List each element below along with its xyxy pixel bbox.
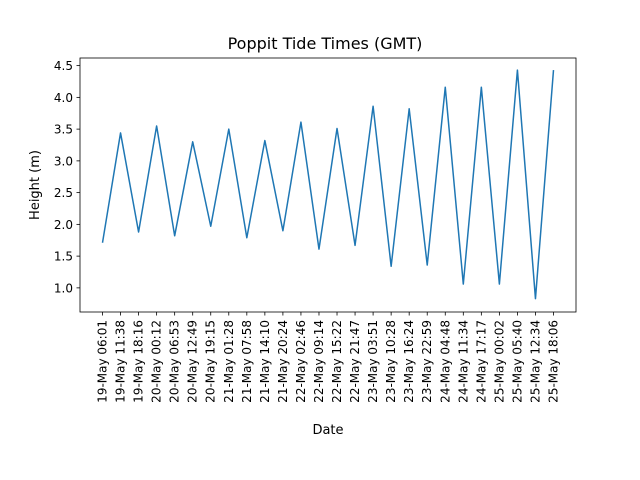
x-tick-label: 22-May 21:47 [348, 320, 362, 403]
x-tick-label: 22-May 15:22 [330, 320, 344, 403]
x-tick-label: 24-May 04:48 [438, 320, 452, 403]
x-tick-label: 23-May 03:51 [366, 320, 380, 403]
x-tick-label: 22-May 09:14 [312, 320, 326, 403]
y-axis-label: Height (m) [28, 150, 43, 220]
y-tick-label: 4.5 [54, 59, 73, 73]
y-tick-label: 2.5 [54, 186, 73, 200]
chart-title: Poppit Tide Times (GMT) [228, 34, 423, 53]
x-tick-label: 19-May 06:01 [96, 320, 110, 403]
x-tick-label: 19-May 18:16 [132, 320, 146, 403]
series-layer [101, 69, 555, 300]
y-tick-label: 3.0 [54, 154, 73, 168]
x-tick-label: 22-May 02:46 [294, 320, 308, 403]
x-tick-label: 25-May 18:06 [547, 320, 561, 403]
y-tick-label: 3.5 [54, 123, 73, 137]
y-axis: 1.0 1.5 2.0 2.5 3.0 3.5 4.0 4.5 [54, 59, 80, 295]
x-tick-label: 21-May 14:10 [258, 320, 272, 403]
x-tick-label: 24-May 11:34 [456, 320, 470, 403]
y-tick-label: 1.0 [54, 281, 73, 295]
x-axis: 19-May 06:01 19-May 11:38 19-May 18:16 20-M… [96, 312, 561, 403]
x-axis-label: Date [312, 423, 343, 438]
x-tick-label: 20-May 19:15 [204, 320, 218, 403]
x-tick-label: 24-May 17:17 [474, 320, 488, 403]
x-tick-label: 23-May 16:24 [402, 320, 416, 403]
plot-frame [79, 57, 577, 313]
x-tick-label: 21-May 07:58 [240, 320, 254, 403]
x-tick-label: 20-May 12:49 [186, 320, 200, 403]
x-tick-label: 23-May 10:28 [384, 320, 398, 403]
y-tick-label: 1.5 [54, 250, 73, 264]
x-tick-label: 19-May 11:38 [114, 320, 128, 403]
x-tick-label: 21-May 01:28 [222, 320, 236, 403]
x-tick-label: 25-May 12:34 [528, 320, 542, 403]
x-tick-label: 25-May 00:02 [492, 320, 506, 403]
series-line-0 [101, 69, 555, 300]
x-tick-label: 21-May 20:24 [276, 320, 290, 403]
y-tick-label: 4.0 [54, 91, 73, 105]
y-tick-label: 2.0 [54, 218, 73, 232]
x-tick-label: 20-May 00:12 [150, 320, 164, 403]
x-tick-label: 20-May 06:53 [168, 320, 182, 403]
x-tick-label: 25-May 05:40 [510, 320, 524, 403]
x-tick-label: 23-May 22:59 [420, 320, 434, 403]
